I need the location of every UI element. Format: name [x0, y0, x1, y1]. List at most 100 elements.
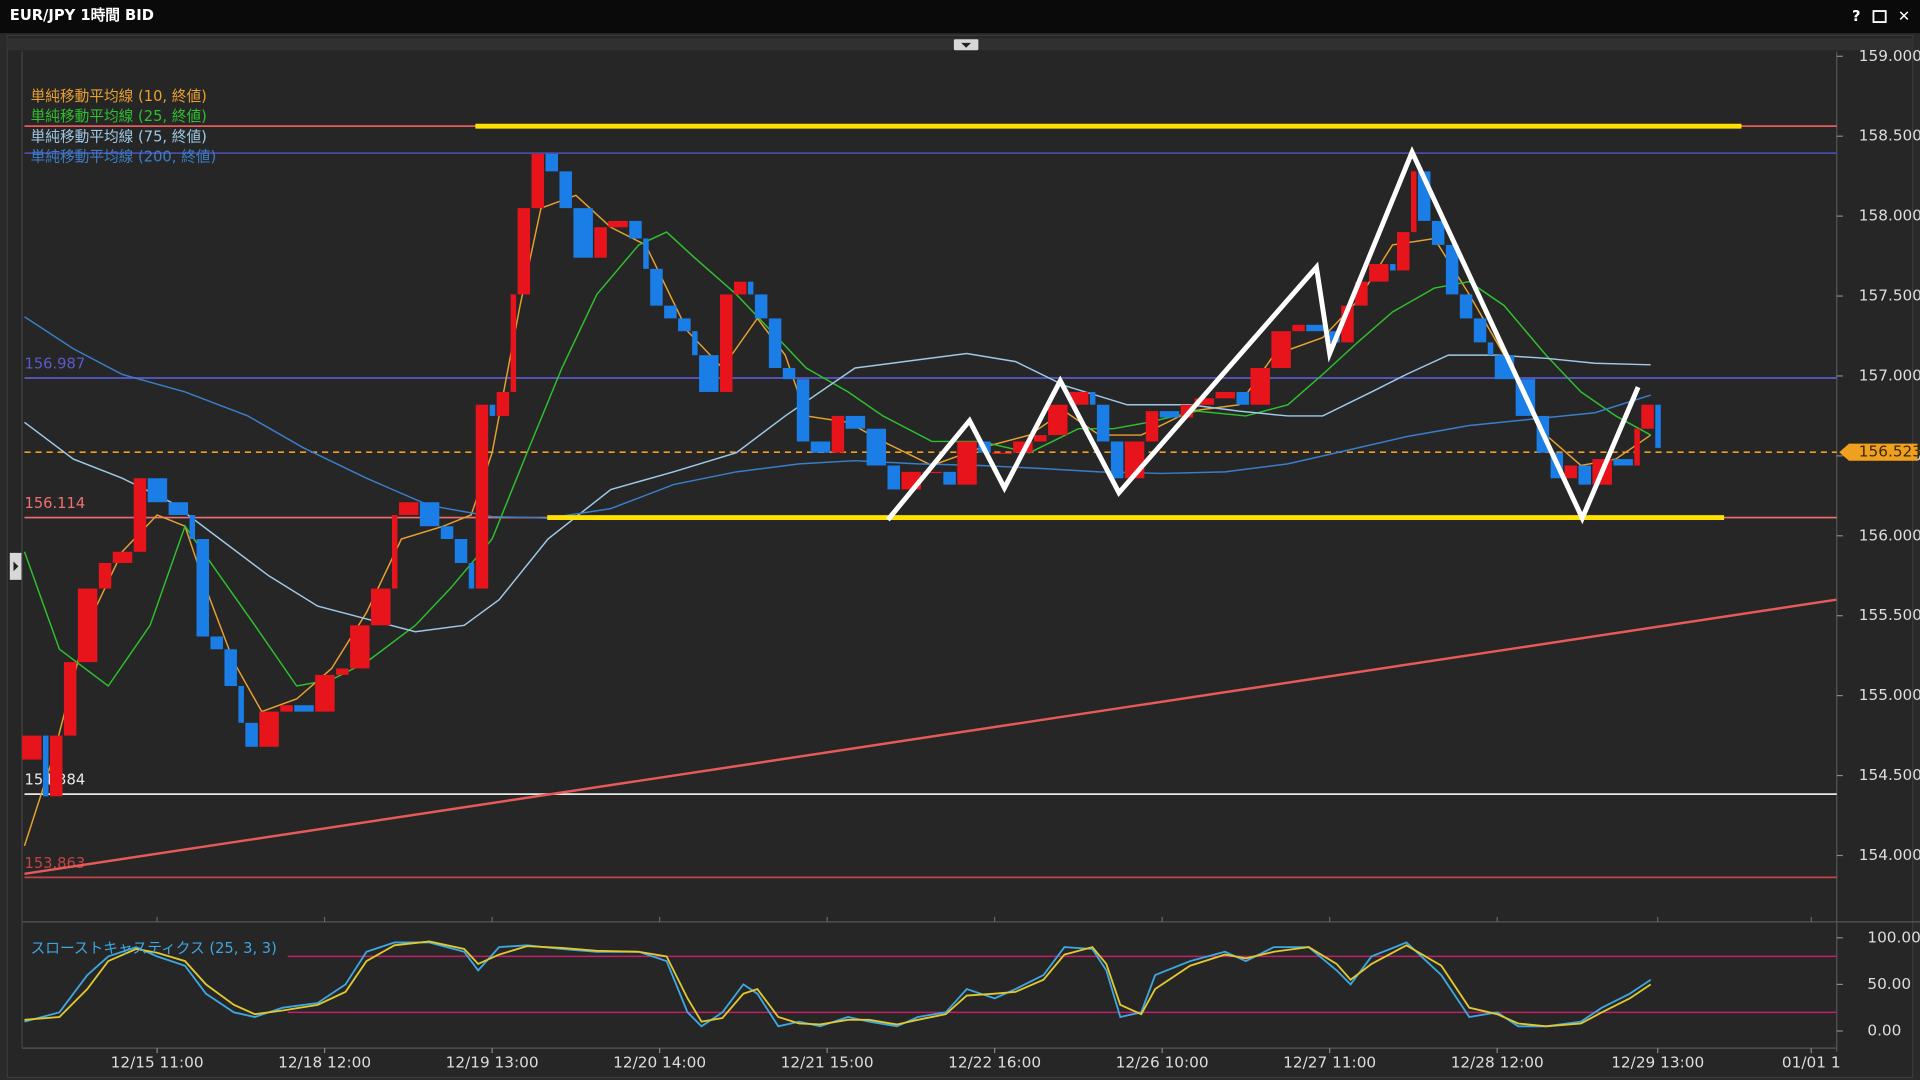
y-tick-label: 155.500 — [1859, 606, 1920, 624]
title-bar — [0, 0, 1920, 34]
level-label: 156.114 — [24, 495, 85, 512]
candle — [650, 268, 663, 306]
candle — [315, 674, 335, 712]
x-tick-label: 01/01 1 — [1782, 1053, 1841, 1071]
candle — [1473, 318, 1487, 343]
x-tick-label: 12/27 11:00 — [1283, 1053, 1376, 1071]
candle — [1013, 441, 1033, 453]
candle — [1634, 428, 1640, 466]
maximize-button[interactable] — [1872, 10, 1887, 23]
legend-entry: 単純移動平均線 (75, 終値) — [31, 128, 207, 145]
candle — [189, 515, 196, 539]
candle — [573, 208, 593, 258]
candle — [1159, 411, 1180, 418]
moving-average — [24, 352, 1651, 633]
candle — [754, 294, 768, 319]
candle — [545, 153, 558, 172]
candle — [831, 415, 845, 453]
candle — [594, 227, 607, 258]
y-tick-label: 154.000 — [1859, 846, 1920, 864]
candle — [259, 711, 279, 747]
x-tick-label: 12/28 12:00 — [1451, 1053, 1544, 1071]
y-tick-label: 157.000 — [1859, 366, 1920, 384]
collapse-icon — [961, 42, 972, 48]
candle — [922, 471, 942, 474]
candle — [782, 367, 796, 380]
candle — [350, 625, 370, 669]
candle — [1369, 264, 1389, 282]
trendline — [24, 598, 1837, 876]
candle — [1271, 331, 1291, 368]
candle — [1410, 171, 1417, 233]
help-button[interactable]: ? — [1852, 8, 1861, 25]
x-tick-label: 12/26 10:00 — [1116, 1053, 1209, 1071]
close-button[interactable]: ✕ — [1898, 8, 1910, 25]
candle — [147, 478, 168, 503]
candle — [468, 562, 475, 589]
candle — [796, 379, 810, 442]
level-label: 156.987 — [24, 356, 85, 373]
window-title: EUR/JPY 1時間 BID — [10, 6, 154, 24]
candle — [1487, 342, 1494, 356]
candle — [98, 562, 112, 589]
y-tick-label: 154.500 — [1859, 766, 1920, 784]
candle — [629, 220, 642, 239]
y-tick-label: 0.00 — [1867, 1021, 1901, 1039]
candle — [810, 441, 831, 453]
candle — [1194, 398, 1215, 405]
candle — [887, 465, 900, 490]
candle — [664, 305, 677, 319]
candle — [866, 428, 887, 466]
candle — [1292, 324, 1305, 332]
candle — [489, 404, 496, 416]
x-tick-label: 12/15 11:00 — [111, 1053, 204, 1071]
candle — [224, 649, 237, 687]
y-tick-label: 158.500 — [1859, 127, 1920, 145]
candle — [733, 281, 747, 295]
x-tick-label: 12/21 15:00 — [781, 1053, 874, 1071]
chart-panel — [6, 34, 1914, 1079]
candle — [496, 391, 510, 416]
candle — [1048, 404, 1068, 436]
legend-entry: 単純移動平均線 (10, 終値) — [31, 88, 207, 105]
candle — [1145, 411, 1159, 442]
candle — [559, 171, 572, 209]
x-tick-label: 12/20 14:00 — [613, 1053, 706, 1071]
candle — [1655, 404, 1661, 448]
candle — [1327, 331, 1340, 343]
candle — [1613, 459, 1633, 466]
candle — [42, 735, 49, 797]
y-tick-label: 156.000 — [1859, 526, 1920, 544]
candle — [371, 588, 391, 626]
x-tick-label: 12/18 12:00 — [278, 1053, 371, 1071]
candle — [1445, 244, 1459, 295]
candle — [845, 415, 866, 429]
candle — [1215, 391, 1236, 399]
candle — [133, 478, 147, 552]
x-tick-label: 12/29 13:00 — [1611, 1053, 1704, 1071]
candle — [196, 538, 210, 637]
candle — [440, 526, 454, 539]
candle — [454, 538, 468, 563]
candle — [112, 551, 133, 563]
candle — [510, 294, 517, 392]
price-tag-label: 156.523 — [1859, 443, 1920, 461]
candle — [957, 441, 977, 485]
candle — [168, 502, 189, 516]
candle — [768, 318, 782, 368]
legend-entry: 単純移動平均線 (200, 終値) — [31, 149, 217, 166]
candle — [1250, 367, 1270, 405]
candle — [720, 294, 733, 392]
side-tab-icon — [13, 561, 19, 572]
candle — [643, 238, 649, 269]
candle — [77, 588, 98, 663]
candle — [210, 636, 223, 650]
candle — [49, 735, 63, 797]
candle — [1306, 324, 1326, 332]
candle — [294, 705, 314, 712]
x-tick-label: 12/19 13:00 — [446, 1053, 539, 1071]
candle — [1459, 294, 1473, 319]
candle — [608, 220, 628, 228]
candle — [1089, 391, 1096, 405]
